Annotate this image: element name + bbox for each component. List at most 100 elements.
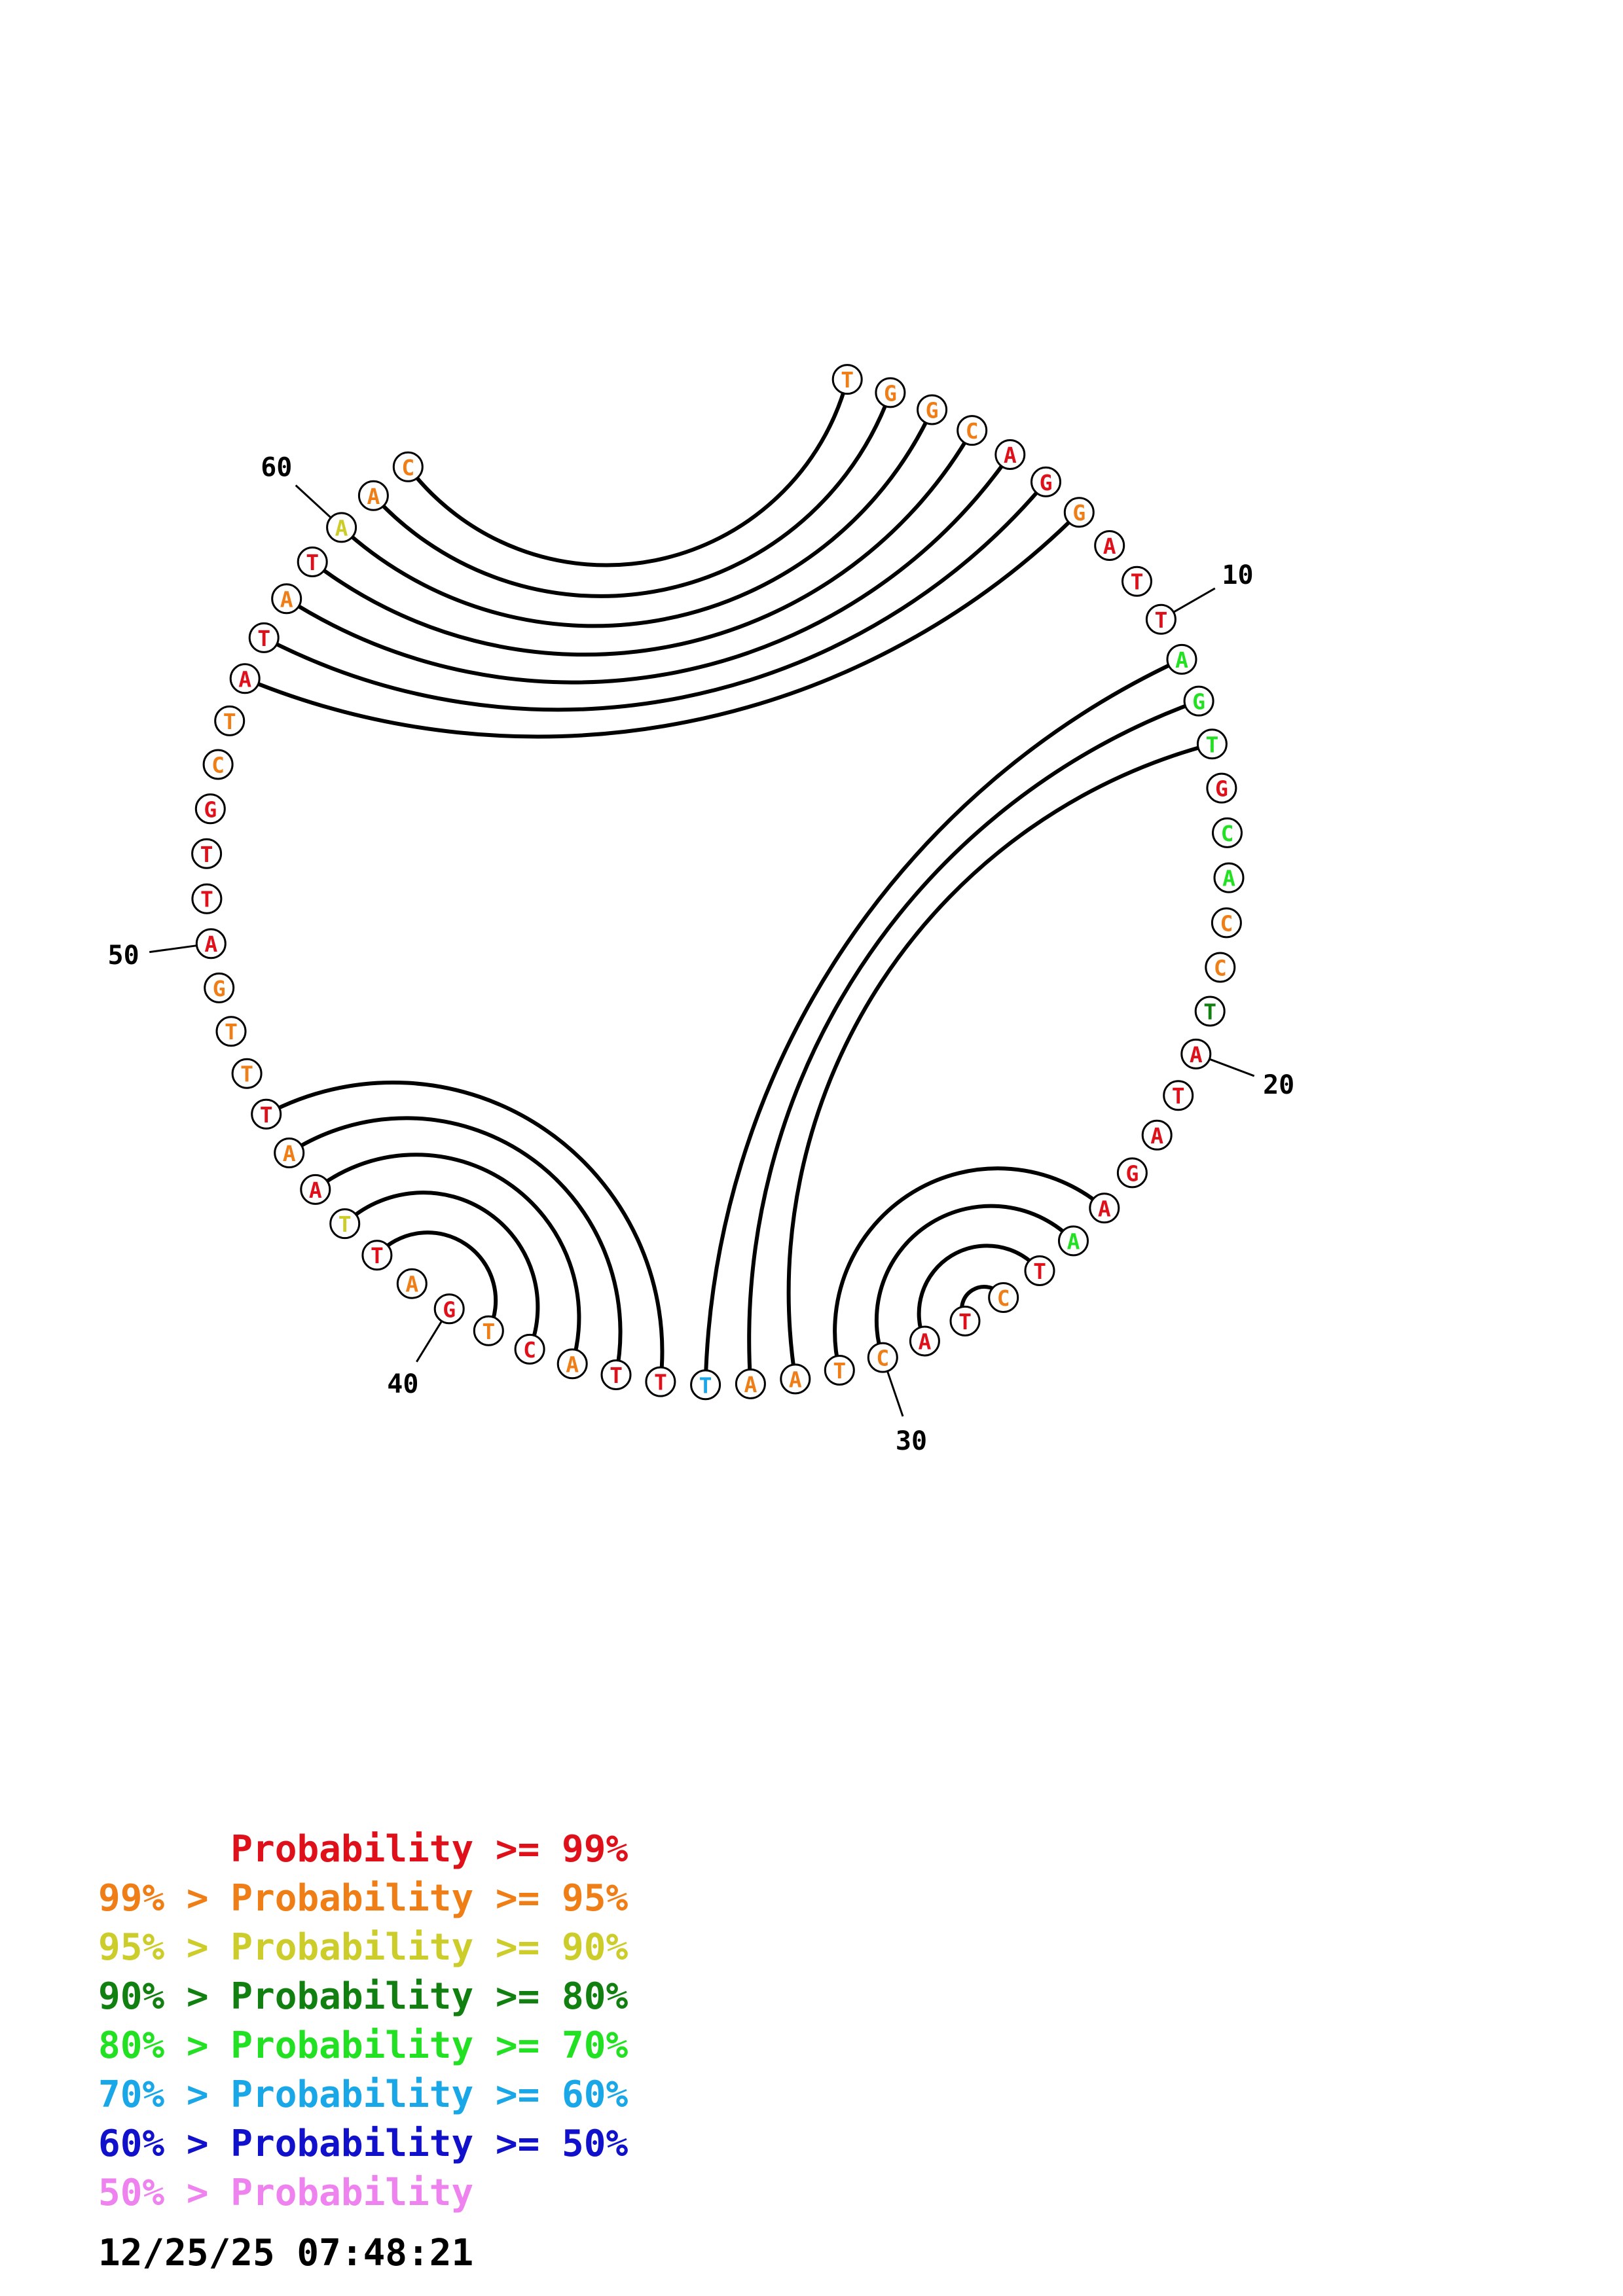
base-11: A — [1166, 643, 1197, 675]
legend-prefix — [98, 1828, 230, 1871]
timestamp: 12/25/25 07:48:21 — [98, 2232, 474, 2274]
pair-arc-4-59 — [311, 429, 974, 657]
legend-prefix: 60% > — [98, 2123, 231, 2165]
base-circle — [248, 622, 280, 653]
base-62: C — [392, 451, 424, 482]
base-circle — [1180, 1038, 1212, 1069]
base-letter: C — [876, 1346, 889, 1371]
base-letter: G — [213, 976, 226, 1001]
base-letter: T — [223, 709, 236, 734]
base-circle — [1212, 817, 1243, 848]
base-circle — [271, 583, 302, 615]
base-letter: T — [225, 1019, 238, 1045]
base-letter: G — [884, 380, 897, 406]
base-13: T — [1196, 728, 1228, 760]
pair-arc-6-57 — [263, 480, 1048, 712]
base-letter: A — [238, 666, 251, 692]
base-letter: C — [966, 418, 979, 444]
base-letter: A — [1004, 442, 1017, 468]
base-7: G — [1063, 497, 1095, 528]
base-circle — [917, 394, 948, 425]
base-circle — [1213, 862, 1245, 893]
base-letter: G — [926, 398, 939, 423]
base-30: C — [867, 1342, 898, 1373]
base-circle — [875, 377, 906, 408]
base-letter: C — [211, 753, 225, 778]
tick-line-60 — [295, 484, 332, 519]
base-16: A — [1213, 862, 1245, 893]
base-circle — [1094, 530, 1125, 561]
pair-arc-12-33 — [747, 699, 1200, 1384]
base-letter: T — [1172, 1083, 1185, 1109]
base-circle — [202, 749, 234, 780]
base-letter: T — [1033, 1259, 1046, 1284]
base-36: T — [600, 1359, 632, 1390]
base-55: T — [214, 705, 246, 736]
base-circle — [994, 439, 1026, 470]
base-letter: T — [699, 1372, 712, 1398]
base-letter: A — [309, 1177, 322, 1203]
pair-arc-38-43 — [343, 1191, 540, 1350]
base-8: A — [1094, 530, 1125, 561]
base-27: C — [988, 1282, 1019, 1313]
base-letter: A — [204, 931, 217, 957]
base-circle — [1024, 1255, 1055, 1286]
base-32: A — [780, 1363, 811, 1395]
base-letter: T — [371, 1243, 384, 1268]
base-circle — [433, 1293, 465, 1325]
base-letter: A — [744, 1372, 757, 1397]
base-44: A — [300, 1174, 331, 1205]
base-letter: A — [918, 1329, 931, 1355]
base-circle — [949, 1305, 981, 1336]
legend-text: Probability >= 90% — [230, 1926, 629, 1969]
legend-row: 80% > Probability >= 70% — [98, 2021, 628, 2070]
base-24: A — [1089, 1193, 1120, 1224]
legend-row: 99% > Probability >= 95% — [98, 1874, 628, 1923]
legend-row: 90% > Probability >= 80% — [98, 1972, 628, 2021]
legend-row: 95% > Probability >= 90% — [98, 1923, 628, 1972]
base-circle — [645, 1366, 676, 1397]
base-letter: G — [204, 797, 217, 822]
base-pair-arcs — [244, 378, 1213, 1385]
base-43: T — [329, 1208, 361, 1240]
base-letter: A — [789, 1367, 802, 1392]
base-circle — [204, 972, 235, 1003]
base-circle — [396, 1268, 428, 1299]
base-circle — [909, 1325, 940, 1357]
base-circle — [780, 1363, 811, 1395]
legend-text: Probability >= 70% — [230, 2024, 629, 2067]
base-10: T — [1145, 603, 1176, 635]
legend-row: Probability >= 99% — [98, 1825, 628, 1874]
base-48: T — [215, 1016, 247, 1047]
pair-arc-25-30 — [874, 1204, 1075, 1359]
base-circle — [191, 883, 223, 914]
legend-prefix: 99% > — [98, 1877, 231, 1920]
base-letter: A — [1103, 533, 1116, 559]
base-59: T — [297, 547, 328, 577]
base-15: C — [1212, 817, 1243, 848]
nucleotide-ring: TGGCAGGATTAGTGCACCTATAGAATCTACTAATTTACTG… — [191, 364, 1245, 1401]
base-circle — [361, 1240, 393, 1271]
base-letter: C — [1220, 910, 1233, 936]
tick-line-10 — [1173, 587, 1216, 613]
base-61: A — [357, 480, 389, 511]
base-letter: T — [833, 1358, 846, 1384]
base-40: G — [433, 1293, 465, 1325]
base-circle — [1163, 1080, 1194, 1111]
pair-arc-35-46 — [265, 1080, 665, 1382]
base-letter: T — [200, 842, 213, 867]
base-circle — [1183, 685, 1214, 717]
base-2: G — [875, 377, 906, 408]
base-33: A — [735, 1368, 766, 1399]
pair-arc-1-62 — [406, 378, 850, 567]
base-letter: T — [200, 887, 213, 912]
base-circle — [1194, 996, 1226, 1027]
tick-line-50 — [149, 944, 197, 954]
base-letter: A — [367, 484, 380, 509]
base-circle — [1089, 1193, 1120, 1224]
base-letter: T — [338, 1211, 352, 1237]
base-49: G — [204, 972, 235, 1003]
base-circle — [1058, 1225, 1089, 1257]
base-circle — [988, 1282, 1019, 1313]
